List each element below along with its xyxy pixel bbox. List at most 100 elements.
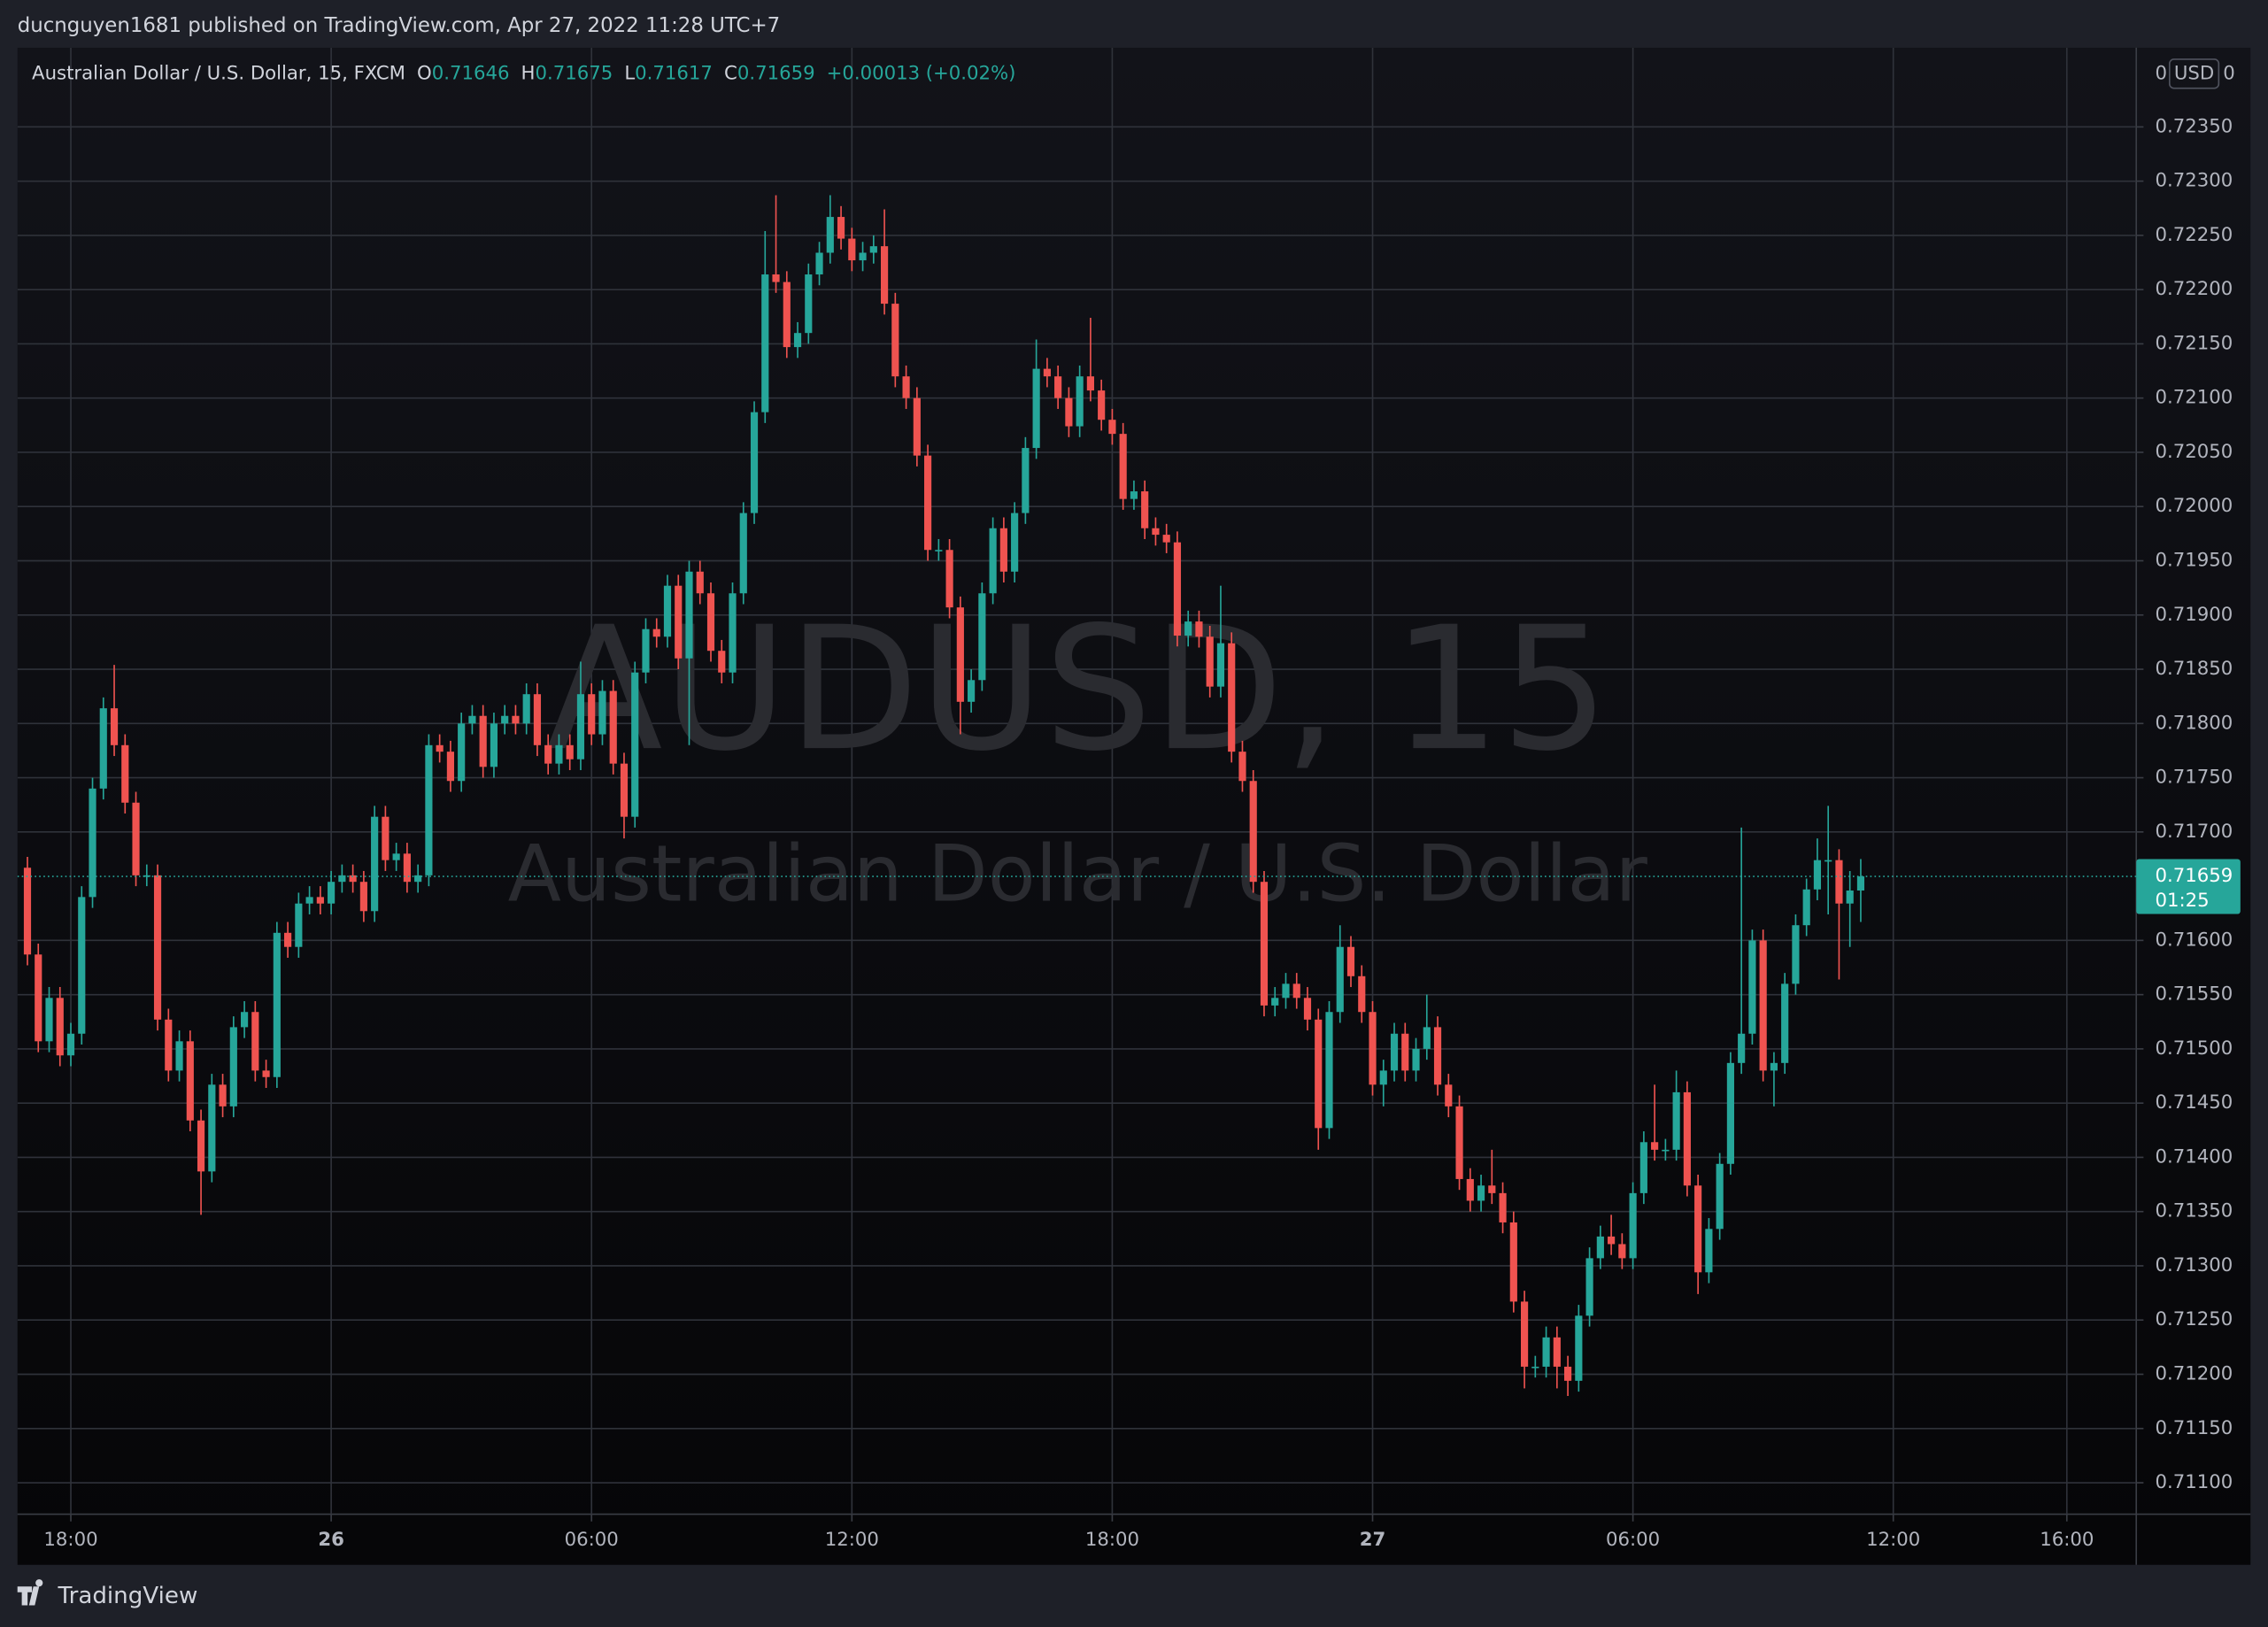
candle-body xyxy=(1802,889,1810,926)
ohlc-label: H xyxy=(521,62,536,84)
candle-body xyxy=(1032,368,1040,449)
candle-body xyxy=(121,744,129,803)
candle-body xyxy=(1401,1033,1409,1071)
candle-body xyxy=(1846,890,1854,904)
candle-body xyxy=(1488,1185,1496,1193)
candle-body xyxy=(1781,983,1789,1063)
candle-body xyxy=(522,694,530,724)
candle-body xyxy=(436,744,444,752)
y-tick-label: 0.72150 xyxy=(2155,332,2233,354)
candle-body xyxy=(284,932,292,947)
candle-body xyxy=(1022,448,1030,513)
candle-body xyxy=(642,628,650,673)
candle-body xyxy=(1162,535,1170,543)
candle-body xyxy=(1108,420,1116,435)
candle-body xyxy=(1228,643,1236,752)
y-tick-label: 0.72250 xyxy=(2155,224,2233,246)
candle-body xyxy=(924,455,932,551)
candle-body xyxy=(99,708,107,789)
watermark: AUDUSD, 15 xyxy=(546,590,1609,789)
candle-body xyxy=(1499,1192,1507,1222)
candle-body xyxy=(1466,1178,1474,1201)
candle-body xyxy=(1585,1258,1593,1316)
candle-body xyxy=(609,690,617,764)
candle-body xyxy=(1195,621,1203,637)
candle-body xyxy=(1564,1366,1572,1381)
candle-body xyxy=(479,715,487,767)
candle-body xyxy=(1672,1091,1680,1150)
candle-body xyxy=(989,528,997,594)
candle-body xyxy=(1608,1236,1616,1245)
candle-body xyxy=(1086,376,1094,391)
candle-body xyxy=(913,397,921,456)
chart-pane xyxy=(17,47,2251,1565)
y-tick-label: 0.71700 xyxy=(2155,821,2233,843)
candle-body xyxy=(598,690,606,735)
y-tick-label: 0.72300 xyxy=(2155,170,2233,192)
candle-body xyxy=(273,932,281,1077)
candle-body xyxy=(1292,983,1300,999)
candle-body xyxy=(490,723,498,767)
candle-body xyxy=(1835,860,1843,904)
y-tick-label: 0.71450 xyxy=(2155,1091,2233,1114)
ohlc-value: 0.71675 xyxy=(536,62,613,84)
scale-left: 0 xyxy=(2155,62,2167,84)
candle-body xyxy=(1390,1033,1399,1071)
y-tick-label: 0.71200 xyxy=(2155,1362,2233,1384)
candle-body xyxy=(706,593,715,652)
change-pct: (+0.02%) xyxy=(926,62,1016,84)
candle-body xyxy=(512,715,520,724)
y-tick-label: 0.71400 xyxy=(2155,1145,2233,1168)
last-price-label: 0.71659 xyxy=(2155,865,2233,887)
watermark-name: Australian Dollar / U.S. Dollar xyxy=(508,829,1648,920)
symbol: Australian Dollar / U.S. Dollar, 15, FXC… xyxy=(32,62,405,84)
candle-body xyxy=(1065,397,1073,427)
candle-body xyxy=(576,694,585,760)
candle-body xyxy=(1445,1084,1453,1107)
candle-body xyxy=(1651,1142,1659,1150)
candle-body xyxy=(1748,940,1756,1034)
publisher-info: ducnguyen1681 published on TradingView.c… xyxy=(18,14,780,37)
candle-body xyxy=(566,744,574,760)
candle-body xyxy=(1792,925,1800,984)
candle-body xyxy=(458,723,466,782)
scale-right: 0 xyxy=(2223,62,2235,84)
candle-body xyxy=(620,763,629,817)
y-tick-label: 0.72100 xyxy=(2155,387,2233,409)
candle-body xyxy=(750,412,759,513)
y-tick-label: 0.71950 xyxy=(2155,549,2233,571)
candle-body xyxy=(1542,1337,1550,1367)
candle-body xyxy=(631,672,639,817)
candle-body xyxy=(403,853,411,883)
x-tick-label: 06:00 xyxy=(1606,1529,1660,1551)
candle-body xyxy=(859,252,867,261)
brand-logo xyxy=(17,1579,43,1606)
change: +0.00013 xyxy=(827,62,921,84)
countdown: 01:25 xyxy=(2155,890,2209,912)
x-tick-label: 18:00 xyxy=(1085,1529,1139,1551)
y-tick-label: 0.71600 xyxy=(2155,929,2233,951)
candle-body xyxy=(1369,1012,1377,1085)
candle-body xyxy=(468,715,476,724)
candle-body xyxy=(251,1012,259,1071)
currency[interactable]: USD xyxy=(2174,62,2214,84)
candle-body xyxy=(1011,513,1019,572)
candle-body xyxy=(1509,1222,1517,1302)
legend: Australian Dollar / U.S. Dollar, 15, FXC… xyxy=(32,62,1015,84)
candle-body xyxy=(663,585,672,637)
last-price-tag xyxy=(2136,859,2241,914)
candle-body xyxy=(89,788,96,898)
candle-body xyxy=(153,875,162,1020)
candle-body xyxy=(240,1012,249,1028)
candle-body xyxy=(425,744,433,875)
y-tick-label: 0.71550 xyxy=(2155,983,2233,1006)
candle-body xyxy=(652,628,660,637)
candle-body xyxy=(533,694,542,745)
candles xyxy=(17,195,2137,1397)
currency-box[interactable] xyxy=(2168,58,2220,89)
candle-body xyxy=(968,680,976,702)
candle-body xyxy=(371,816,379,912)
candle-body xyxy=(1694,1185,1702,1273)
candle-body xyxy=(1433,1027,1442,1085)
